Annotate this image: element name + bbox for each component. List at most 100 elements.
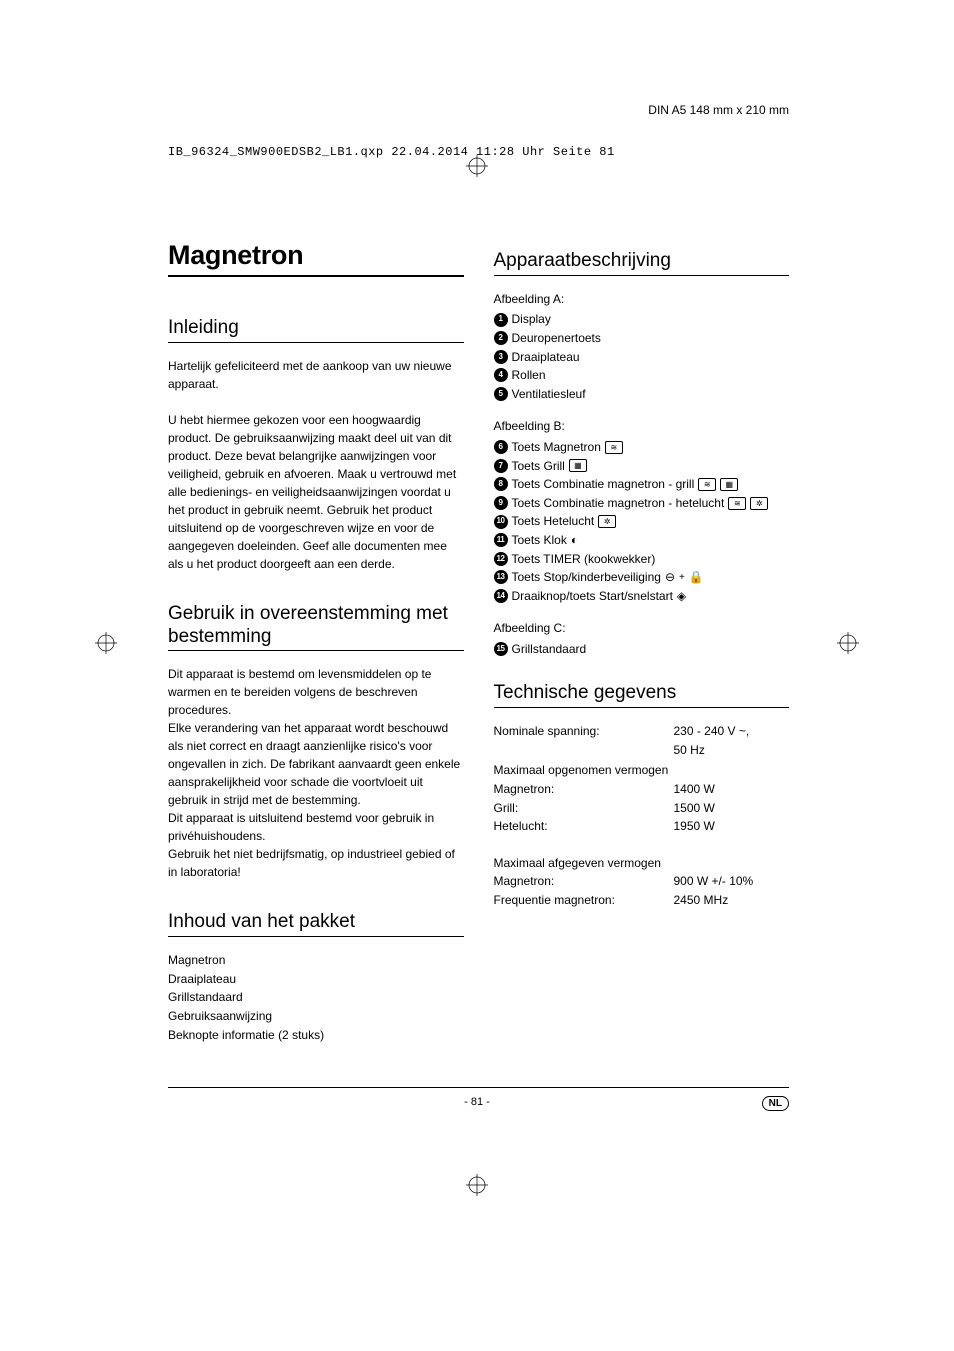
left-column: Magnetron Inleiding Hartelijk gefelicite… <box>168 240 464 1141</box>
list-item: Beknopte informatie (2 stuks) <box>168 1026 464 1045</box>
circled-number-icon: 9 <box>494 496 508 510</box>
right-column: Apparaatbeschrijving Afbeelding A: 1Disp… <box>494 240 790 1141</box>
list-item: 9Toets Combinatie magnetron - hetelucht … <box>494 494 790 513</box>
paragraph: Hartelijk gefeliciteerd met de aankoop v… <box>168 357 464 393</box>
heading-inhoud: Inhoud van het pakket <box>168 911 464 937</box>
list-item: 11Toets Klok ◐ <box>494 531 790 550</box>
spec-label: Hetelucht: <box>494 817 674 836</box>
group-label: Afbeelding C: <box>494 619 790 638</box>
din-format: DIN A5 148 mm x 210 mm <box>648 103 789 117</box>
grill-icon: ▦ <box>720 478 738 491</box>
group-label: Afbeelding A: <box>494 290 790 309</box>
item-text: Toets Stop/kinderbeveiliging <box>512 568 661 587</box>
paragraph: Gebruik het niet bedrijfsmatig, op indus… <box>168 845 464 881</box>
circled-number-icon: 15 <box>494 642 508 656</box>
heading-technische: Technische gegevens <box>494 682 790 708</box>
spec-row: Hetelucht:1950 W <box>494 817 790 836</box>
list-item: 13Toets Stop/kinderbeveiliging ⊖+🔒 <box>494 568 790 587</box>
stop-icon: ⊖ <box>665 568 675 587</box>
item-text: Rollen <box>512 366 546 385</box>
paragraph: Dit apparaat is bestemd om levensmiddele… <box>168 665 464 719</box>
item-text: Toets Klok <box>512 531 567 550</box>
spec-subhead: Maximaal afgegeven vermogen <box>494 854 790 873</box>
paragraph: U hebt hiermee gekozen voor een hoogwaar… <box>168 411 464 573</box>
page-title: Magnetron <box>168 240 464 277</box>
circled-number-icon: 10 <box>494 515 508 529</box>
spec-value: 230 - 240 V ~, <box>674 722 790 741</box>
file-header: IB_96324_SMW900EDSB2_LB1.qxp 22.04.2014 … <box>168 145 615 159</box>
item-text: Toets Hetelucht <box>512 512 595 531</box>
item-text: Toets Combinatie magnetron - grill <box>512 475 695 494</box>
package-list: Magnetron Draaiplateau Grillstandaard Ge… <box>168 951 464 1044</box>
crop-mark-left-icon <box>95 632 117 654</box>
crop-mark-right-icon <box>837 632 859 654</box>
circled-number-icon: 14 <box>494 589 508 603</box>
item-text: Deuropenertoets <box>512 329 601 348</box>
circled-number-icon: 3 <box>494 350 508 364</box>
circled-number-icon: 13 <box>494 570 508 584</box>
spec-row: Nominale spanning:230 - 240 V ~, <box>494 722 790 741</box>
crop-mark-top-icon <box>466 155 488 177</box>
circled-number-icon: 8 <box>494 477 508 491</box>
circled-number-icon: 11 <box>494 533 508 547</box>
group-b: Afbeelding B: 6Toets Magnetron ≋ 7Toets … <box>494 417 790 605</box>
spec-label: Magnetron: <box>494 872 674 891</box>
language-badge: NL <box>762 1096 789 1111</box>
item-text: Draaiknop/toets Start/snelstart <box>512 587 673 606</box>
list-item: 2 Deuropenertoets <box>494 329 790 348</box>
circled-number-icon: 6 <box>494 440 508 454</box>
item-text: Toets Combinatie magnetron - hetelucht <box>512 494 725 513</box>
spec-label <box>494 741 674 760</box>
crop-mark-bottom-icon <box>466 1174 488 1196</box>
plus-icon: + <box>679 570 685 586</box>
item-text: Draaiplateau <box>512 348 580 367</box>
spec-label: Frequentie magnetron: <box>494 891 674 910</box>
spec-value: 50 Hz <box>674 741 790 760</box>
list-item: 7 Toets Grill ▦ <box>494 457 790 476</box>
group-a: Afbeelding A: 1Display 2Deuropenertoets … <box>494 290 790 404</box>
item-text: Display <box>512 310 551 329</box>
circled-number-icon: 4 <box>494 368 508 382</box>
spec-label: Nominale spanning: <box>494 722 674 741</box>
spec-row: 50 Hz <box>494 741 790 760</box>
circled-number-icon: 2 <box>494 331 508 345</box>
spec-value: 2450 MHz <box>674 891 790 910</box>
fan-icon: ✲ <box>598 515 616 528</box>
item-text: Ventilatiesleuf <box>512 385 586 404</box>
circled-number-icon: 7 <box>494 459 508 473</box>
circled-number-icon: 5 <box>494 387 508 401</box>
microwave-icon: ≋ <box>698 478 716 491</box>
heading-gebruik: Gebruik in overeenstemming met bestemmin… <box>168 603 464 652</box>
group-label: Afbeelding B: <box>494 417 790 436</box>
list-item: 4 Rollen <box>494 366 790 385</box>
footer-rule <box>168 1087 789 1088</box>
paragraph: Elke verandering van het apparaat wordt … <box>168 719 464 809</box>
spec-subhead: Maximaal opgenomen vermogen <box>494 761 790 780</box>
spec-row: Magnetron:900 W +/- 10% <box>494 872 790 891</box>
dial-icon: ◈ <box>677 587 686 606</box>
paragraph: Dit apparaat is uitsluitend bestemd voor… <box>168 809 464 845</box>
list-item: 3 Draaiplateau <box>494 348 790 367</box>
list-item: 12Toets TIMER (kookwekker) <box>494 550 790 569</box>
heading-inleiding: Inleiding <box>168 317 464 343</box>
list-item: Grillstandaard <box>168 988 464 1007</box>
list-item: 8 Toets Combinatie magnetron - grill ≋ ▦ <box>494 475 790 494</box>
spec-value: 900 W +/- 10% <box>674 872 790 891</box>
spec-value: 1500 W <box>674 799 790 818</box>
page-number: - 81 - <box>464 1096 490 1108</box>
list-item: Draaiplateau <box>168 970 464 989</box>
circled-number-icon: 1 <box>494 313 508 327</box>
circled-number-icon: 12 <box>494 552 508 566</box>
item-text: Toets Grill <box>512 457 565 476</box>
item-text: Grillstandaard <box>512 640 587 659</box>
spec-table: Nominale spanning:230 - 240 V ~, 50 Hz M… <box>494 722 790 909</box>
list-item: 1 Display <box>494 310 790 329</box>
spec-label: Magnetron: <box>494 780 674 799</box>
list-item: Magnetron <box>168 951 464 970</box>
list-item: 15 Grillstandaard <box>494 640 790 659</box>
list-item: 10 Toets Hetelucht ✲ <box>494 512 790 531</box>
spec-value: 1950 W <box>674 817 790 836</box>
grill-icon: ▦ <box>569 459 587 472</box>
page-content: Magnetron Inleiding Hartelijk gefelicite… <box>168 240 789 1141</box>
list-item: 5 Ventilatiesleuf <box>494 385 790 404</box>
